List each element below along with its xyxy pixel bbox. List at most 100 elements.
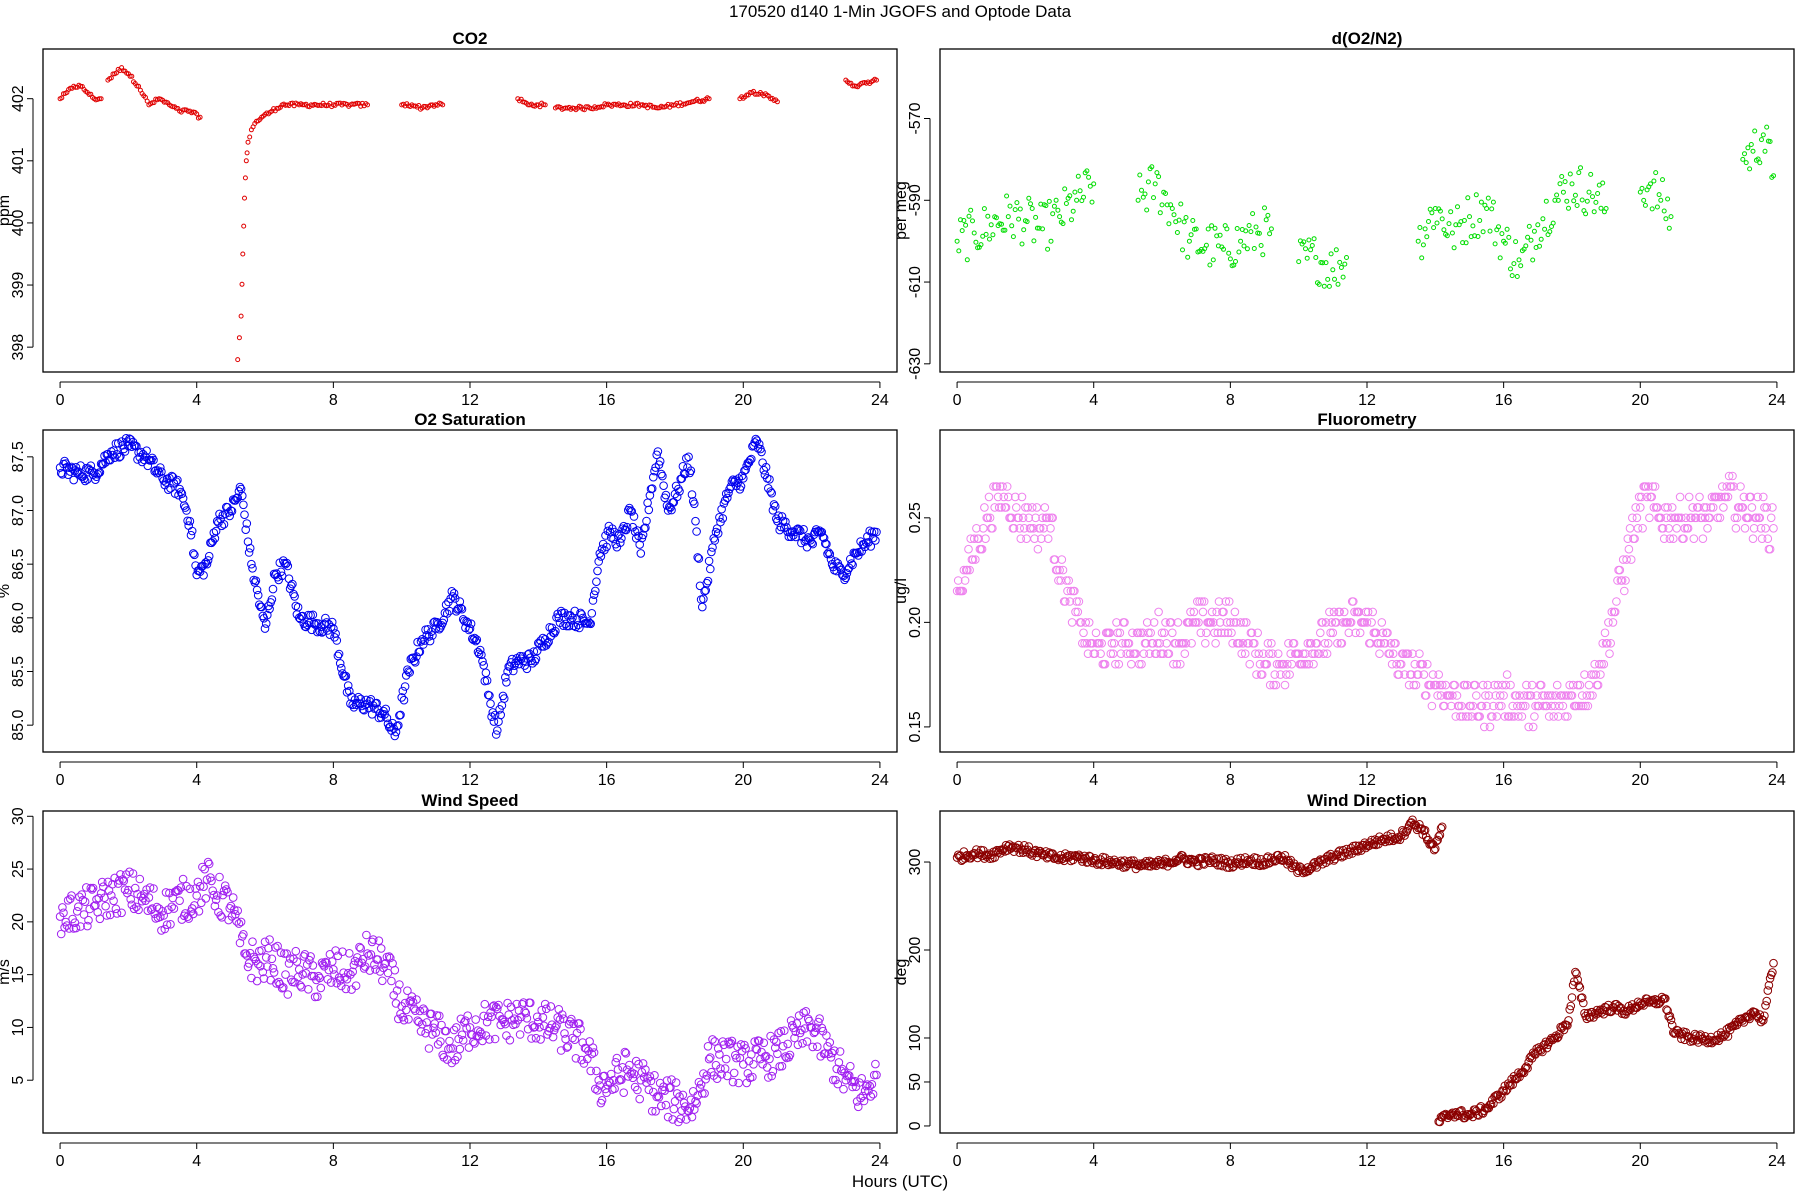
data-point bbox=[641, 523, 650, 533]
data-point bbox=[149, 884, 158, 893]
data-point bbox=[365, 966, 375, 975]
data-point bbox=[1768, 968, 1777, 977]
data-point bbox=[1354, 607, 1364, 617]
data-point bbox=[1254, 649, 1264, 659]
data-point bbox=[76, 461, 85, 470]
data-point bbox=[1736, 482, 1745, 491]
data-point bbox=[1005, 214, 1011, 220]
data-point bbox=[59, 95, 65, 101]
data-point bbox=[399, 695, 409, 705]
data-point bbox=[971, 555, 980, 564]
data-point bbox=[1181, 639, 1191, 648]
data-point bbox=[236, 484, 246, 494]
data-point bbox=[563, 1042, 573, 1051]
data-point bbox=[423, 1024, 433, 1034]
data-point bbox=[770, 501, 780, 511]
data-point bbox=[1236, 249, 1242, 255]
data-point bbox=[1186, 238, 1192, 244]
data-point bbox=[819, 533, 829, 543]
data-point bbox=[161, 888, 171, 897]
data-point bbox=[1527, 680, 1537, 690]
x-tick-label-o2n2: 24 bbox=[1768, 392, 1786, 409]
x-tick-label-wspd: 4 bbox=[192, 1153, 201, 1170]
data-point bbox=[1522, 1062, 1531, 1071]
data-point bbox=[1407, 670, 1416, 679]
data-point bbox=[855, 1078, 864, 1087]
data-point bbox=[1311, 236, 1317, 242]
data-point bbox=[1319, 649, 1328, 659]
data-point bbox=[1745, 145, 1751, 151]
data-point bbox=[1563, 712, 1572, 721]
data-point bbox=[1027, 503, 1037, 512]
chart-title-fluor: Fluorometry bbox=[1317, 410, 1417, 429]
data-point bbox=[1552, 197, 1558, 203]
data-point bbox=[1449, 230, 1455, 236]
data-point bbox=[555, 1015, 565, 1024]
data-point bbox=[1033, 544, 1043, 554]
x-tick-label-o2sat: 20 bbox=[734, 772, 752, 789]
data-point bbox=[604, 1077, 614, 1086]
data-point bbox=[1535, 222, 1541, 228]
data-point bbox=[1238, 238, 1244, 244]
y-axis-label-wspd: m/s bbox=[0, 959, 13, 985]
data-point bbox=[1494, 1094, 1504, 1104]
data-point bbox=[1234, 226, 1240, 231]
data-point bbox=[1587, 670, 1596, 679]
data-point bbox=[1437, 822, 1447, 832]
data-point bbox=[1007, 513, 1017, 523]
data-point bbox=[343, 681, 353, 690]
data-point bbox=[1418, 659, 1428, 669]
data-point bbox=[1154, 170, 1160, 176]
data-point bbox=[199, 571, 208, 580]
data-point bbox=[1420, 825, 1430, 835]
data-point bbox=[1176, 659, 1185, 669]
data-point bbox=[1267, 639, 1276, 648]
data-point bbox=[1746, 492, 1755, 502]
data-point bbox=[1437, 680, 1447, 690]
data-point bbox=[1466, 701, 1475, 711]
data-point bbox=[233, 906, 242, 916]
data-point bbox=[1194, 861, 1203, 871]
data-point bbox=[329, 965, 338, 974]
data-point bbox=[1073, 607, 1083, 617]
data-point bbox=[1763, 534, 1773, 544]
data-point bbox=[256, 961, 265, 971]
data-point bbox=[1283, 659, 1292, 669]
data-point bbox=[1605, 649, 1614, 659]
data-point bbox=[1477, 218, 1483, 223]
data-point bbox=[88, 883, 98, 893]
data-point bbox=[799, 1008, 808, 1018]
data-point bbox=[1220, 628, 1229, 638]
data-point bbox=[130, 441, 140, 450]
data-point bbox=[1506, 680, 1515, 690]
data-point bbox=[1176, 217, 1182, 223]
data-point bbox=[1259, 649, 1268, 659]
data-point bbox=[349, 960, 359, 970]
data-point bbox=[1287, 659, 1297, 669]
data-point bbox=[1139, 649, 1149, 659]
data-point bbox=[1574, 701, 1584, 711]
data-point bbox=[1060, 221, 1066, 227]
data-point bbox=[667, 1075, 676, 1084]
data-point bbox=[1338, 265, 1344, 270]
data-point bbox=[644, 505, 654, 515]
data-point bbox=[1424, 234, 1430, 240]
data-point bbox=[1017, 492, 1027, 502]
data-point bbox=[1235, 859, 1244, 869]
data-point bbox=[700, 586, 709, 596]
data-point bbox=[1698, 534, 1708, 544]
data-point bbox=[739, 474, 748, 483]
data-point bbox=[676, 1114, 686, 1123]
data-point bbox=[1636, 503, 1645, 512]
data-point bbox=[622, 522, 632, 532]
data-point bbox=[1463, 240, 1469, 246]
data-point bbox=[803, 1014, 813, 1024]
data-point bbox=[1653, 170, 1659, 176]
data-point bbox=[1265, 212, 1271, 218]
y-tick-label-wdir: 200 bbox=[907, 937, 924, 964]
data-point bbox=[238, 932, 247, 941]
y-axis-label-fluor: ug/l bbox=[893, 578, 910, 604]
data-point bbox=[1700, 513, 1710, 523]
data-point bbox=[1558, 701, 1568, 711]
data-point bbox=[1146, 628, 1155, 638]
